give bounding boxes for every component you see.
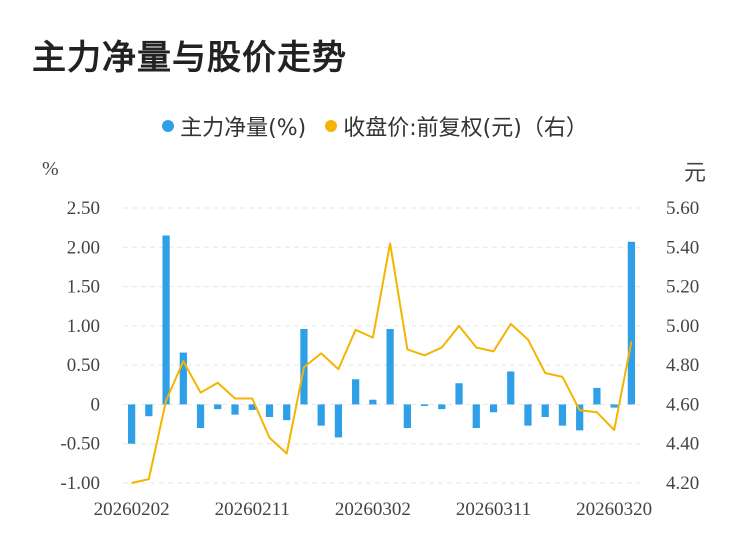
bar xyxy=(403,404,411,428)
x-tick-label: 20260202 xyxy=(94,499,170,520)
bar xyxy=(317,404,325,426)
bar xyxy=(386,329,394,405)
price-line xyxy=(131,242,633,484)
bar xyxy=(248,404,256,410)
bar xyxy=(352,379,360,405)
bar xyxy=(438,404,446,410)
left-tick-label: 2.50 xyxy=(67,198,100,219)
bar xyxy=(558,404,567,426)
right-axis-unit: 元 xyxy=(684,161,707,186)
legend-item-close-price[interactable]: 收盘价:前复权(元)（右） xyxy=(325,110,588,142)
left-tick-label: 2.00 xyxy=(67,237,100,258)
bar xyxy=(127,404,136,444)
bar xyxy=(489,404,498,413)
bar xyxy=(593,387,601,405)
bar xyxy=(369,399,377,405)
bar xyxy=(265,404,274,417)
right-tick-label: 4.80 xyxy=(666,355,699,376)
left-tick-label: 0 xyxy=(91,394,101,415)
right-tick-label: 4.60 xyxy=(666,394,699,415)
legend-dot-line-icon xyxy=(325,120,338,132)
right-tick-label: 4.20 xyxy=(666,473,699,494)
x-tick-label: 20260302 xyxy=(335,499,411,520)
left-axis-unit: % xyxy=(42,158,59,180)
x-tick-label: 20260211 xyxy=(215,499,290,520)
left-tick-label: 1.50 xyxy=(67,277,100,298)
bar xyxy=(472,404,480,428)
left-tick-label: -1.00 xyxy=(60,473,100,494)
bar xyxy=(231,404,239,415)
bar xyxy=(610,404,618,408)
bar xyxy=(214,404,222,410)
right-tick-label: 5.60 xyxy=(666,198,699,219)
bar xyxy=(627,241,636,405)
bar xyxy=(576,404,584,431)
right-tick-label: 5.20 xyxy=(666,277,699,298)
bar xyxy=(420,404,429,406)
legend-label-net-volume: 主力净量(%) xyxy=(180,116,307,141)
legend-label-close-price: 收盘价:前复权(元)（右） xyxy=(343,116,588,141)
legend: 主力净量(%) 收盘价:前复权(元)（右） xyxy=(0,110,750,142)
bar xyxy=(334,404,343,438)
legend-dot-bar-icon xyxy=(162,120,175,132)
right-tick-label: 5.40 xyxy=(666,237,699,258)
chart-title: 主力净量与股价走势 xyxy=(32,38,347,78)
x-tick-label: 20260311 xyxy=(456,499,531,520)
bar xyxy=(524,404,532,426)
bar xyxy=(507,371,515,405)
bar xyxy=(179,352,187,405)
bar xyxy=(196,404,205,428)
left-tick-label: 1.00 xyxy=(67,316,100,337)
bar xyxy=(541,404,549,417)
left-tick-label: -0.50 xyxy=(60,434,100,455)
bar xyxy=(145,404,153,417)
right-tick-label: 5.00 xyxy=(666,316,699,337)
left-tick-label: 0.50 xyxy=(67,355,100,376)
bar xyxy=(455,383,463,405)
bar xyxy=(162,235,170,405)
x-tick-label: 20260320 xyxy=(576,499,652,520)
legend-item-net-volume[interactable]: 主力净量(%) xyxy=(162,110,306,142)
bar xyxy=(283,404,291,421)
right-tick-label: 4.40 xyxy=(666,434,699,455)
